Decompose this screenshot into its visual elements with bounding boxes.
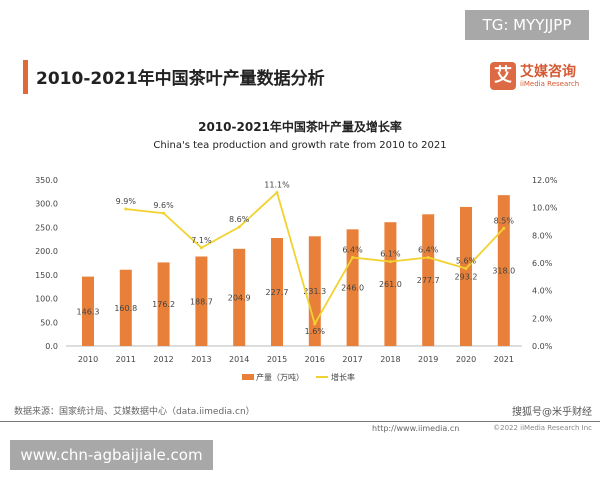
bar [119,269,132,346]
legend-bar-swatch [242,374,254,380]
bar-label: 231.3 [303,287,326,296]
source-note: 数据来源：国家统计局、艾媒数据中心（data.iimedia.cn） [14,407,255,417]
x-tick-label: 2018 [380,355,400,364]
chart-subtitle: China's tea production and growth rate f… [153,140,447,151]
bar [233,248,246,346]
growth-point [199,246,203,250]
growth-label: 8.6% [229,215,250,224]
bar-label: 204.9 [228,293,251,302]
growth-point [275,190,279,194]
bar [460,206,472,346]
y2-tick-label: 12.0% [532,176,558,185]
growth-point [237,225,241,229]
bar [271,238,283,346]
x-tick-label: 2021 [494,355,514,364]
growth-point [162,211,166,215]
legend-bar-label: 产量（万吨） [256,372,304,382]
growth-label: 9.9% [116,197,137,206]
growth-point [351,255,355,259]
x-tick-label: 2011 [116,355,136,364]
x-tick-label: 2013 [191,355,211,364]
growth-label: 6.1% [380,250,401,259]
x-tick-label: 2012 [153,355,173,364]
growth-label: 8.5% [494,216,515,225]
growth-label: 1.6% [305,327,326,336]
divider [0,421,600,422]
watermark-bottom: www.chn-agbaijiale.com [10,440,213,470]
growth-point [426,255,430,259]
growth-point [388,260,392,264]
y-tick-label: 100.0 [35,295,58,304]
y-tick-label: 200.0 [35,247,58,256]
y2-tick-label: 2.0% [532,314,553,323]
logo-en: iiMedia Research [520,79,580,88]
x-tick-label: 2014 [229,355,249,364]
logo-mark: 艾 [490,62,516,90]
logo-cn: 艾媒咨询 [520,63,576,80]
x-tick-label: 2017 [342,355,362,364]
bar [195,256,208,346]
watermark-top: TG: MYYJJPP [465,10,589,40]
watermark-sohu: 搜狐号@米乎财经 [512,407,592,418]
growth-point [464,267,468,271]
bar-label: 293.2 [455,272,478,281]
footer-url: http://www.iimedia.cn [372,424,460,433]
y2-tick-label: 8.0% [532,231,553,240]
growth-label: 6.4% [418,245,439,254]
bar-label: 277.7 [417,276,440,285]
y2-tick-label: 0.0% [532,342,553,351]
bar-label: 188.7 [190,297,213,306]
legend-line-label: 增长率 [331,372,355,382]
bar-label: 261.0 [379,280,402,289]
chart: 0.0 50.0 100.0 150.0 200.0 250.0 300.0 350.0 0.0… [35,176,558,382]
x-tick-label: 2016 [305,355,325,364]
title-accent [23,60,28,94]
bar-label: 146.3 [77,307,100,316]
growth-label: 6.4% [342,245,363,254]
bar-label: 176.2 [152,300,175,309]
bar [157,262,170,346]
y-tick-label: 300.0 [35,200,58,209]
x-tick-label: 2015 [267,355,287,364]
y-tick-label: 250.0 [35,223,58,232]
bar [422,214,435,346]
page-title: 2010-2021年中国茶叶产量数据分析 [36,69,325,89]
y2-tick-label: 4.0% [532,287,553,296]
y-tick-label: 350.0 [35,176,58,185]
bar-label: 246.0 [341,284,364,293]
bar-label: 227.7 [266,288,289,297]
growth-point [124,207,128,211]
growth-label: 9.6% [153,201,174,210]
growth-label: 5.6% [456,257,477,266]
chart-title: 2010-2021年中国茶叶产量及增长率 [198,120,402,134]
growth-label: 11.1% [264,180,290,189]
y2-tick-label: 10.0% [532,204,558,213]
growth-point [313,322,317,326]
bar [384,222,397,346]
y-tick-label: 150.0 [35,271,58,280]
copyright: ©2022 iiMedia Research Inc [493,424,592,432]
bar-label: 160.8 [114,304,137,313]
x-tick-label: 2019 [418,355,438,364]
y-tick-label: 0.0 [45,342,58,351]
growth-point [502,226,506,230]
bar [82,276,94,346]
bar-label: 318.0 [492,267,515,276]
y2-tick-label: 6.0% [532,259,553,268]
x-tick-label: 2010 [78,355,98,364]
logo: 艾 艾媒咨询 iiMedia Research [490,62,579,90]
growth-label: 7.1% [191,236,212,245]
x-tick-label: 2020 [456,355,476,364]
y-tick-label: 50.0 [40,318,58,327]
